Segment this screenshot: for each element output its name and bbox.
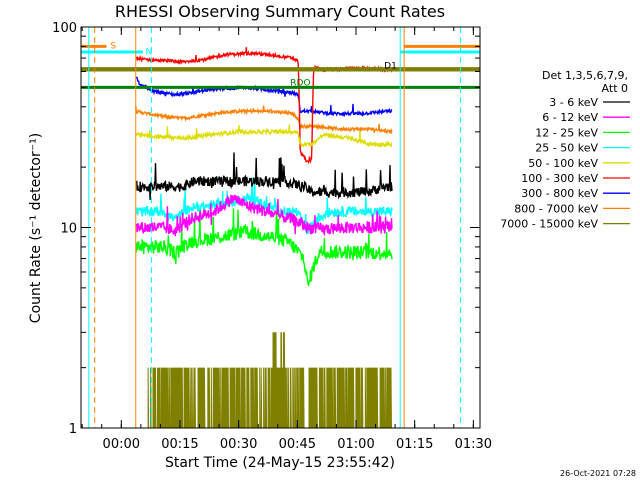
y-tick-label: 10 <box>60 222 77 237</box>
x-tick-label: 00:30 <box>220 437 257 452</box>
legend-label: 25 - 50 keV <box>535 142 598 155</box>
series-6-12kev-line <box>135 194 393 237</box>
y-tick-label: 1 <box>69 422 77 437</box>
data-layer <box>135 47 393 428</box>
legend-label: 12 - 25 keV <box>535 126 598 139</box>
x-tick-label: 00:15 <box>161 437 198 452</box>
legend-header-line: Det 1,3,5,6,7,9, <box>542 69 628 82</box>
x-tick-label: 00:45 <box>279 437 316 452</box>
x-tick-label: 01:00 <box>337 437 374 452</box>
series-7000-15000-kev <box>135 332 392 428</box>
overlay-layer: S N RDO D1 <box>81 27 480 428</box>
legend: Det 1,3,5,6,7,9,Att 0 3 - 6 keV 6 - 12 keV… <box>500 69 630 231</box>
x-axis-title: Start Time (24-May-15 23:55:42) <box>165 455 395 471</box>
legend-label: 100 - 300 keV <box>521 172 598 185</box>
legend-label: 7000 - 15000 keV <box>500 218 598 231</box>
axis-layer: 00:00 00:15 00:30 00:45 01:00 01:15 01:30 1 10 10… <box>52 21 492 452</box>
series-7000-15000-kev-line <box>135 332 392 428</box>
y-axis-title: Count Rate (s⁻¹ detector⁻¹) <box>28 133 44 323</box>
annotation-n: N <box>146 47 153 57</box>
legend-label: 6 - 12 keV <box>542 111 598 124</box>
series-50-100kev-line <box>135 124 393 149</box>
annotation-rdo: RDO <box>290 79 310 89</box>
annotation-s: S <box>110 42 116 52</box>
series-12-25kev-line <box>135 208 393 287</box>
x-tick-label: 01:15 <box>396 437 433 452</box>
legend-header-line: Att 0 <box>602 82 628 95</box>
chart-title: RHESSI Observing Summary Count Rates <box>115 2 445 21</box>
legend-label: 800 - 7000 keV <box>514 202 598 215</box>
series-25-50kev-line <box>135 177 393 235</box>
x-tick-label: 00:00 <box>103 437 140 452</box>
footer-timestamp: 26-Oct-2021 07:28 <box>560 469 636 478</box>
legend-label: 50 - 100 keV <box>528 157 598 170</box>
x-tick-label: 01:30 <box>455 437 492 452</box>
legend-label: 3 - 6 keV <box>549 96 598 109</box>
y-tick-label: 100 <box>52 21 77 36</box>
series-300-800kev-line <box>135 76 393 118</box>
annotation-d1: D1 <box>384 62 397 72</box>
series-800-7000kev-line <box>135 105 393 135</box>
legend-label: 300 - 800 keV <box>521 187 598 200</box>
series-3-6kev-line <box>135 152 393 201</box>
